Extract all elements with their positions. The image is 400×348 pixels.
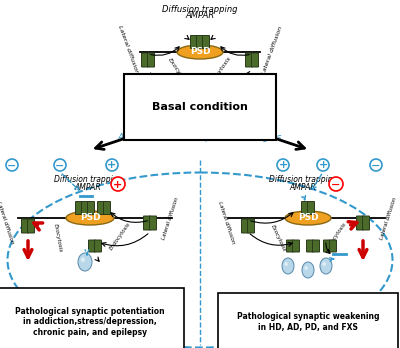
FancyBboxPatch shape [88,240,96,252]
FancyBboxPatch shape [302,201,308,214]
Circle shape [329,177,343,191]
Text: Lateral diffusion: Lateral diffusion [217,201,235,245]
Text: Lateral diffusion: Lateral diffusion [0,201,14,245]
Text: Endocytosis: Endocytosis [207,55,233,89]
FancyBboxPatch shape [76,201,82,214]
Text: AMPAR: AMPAR [290,183,316,192]
Text: +: + [107,160,117,171]
Ellipse shape [187,89,201,107]
Ellipse shape [320,258,332,274]
Ellipse shape [302,262,314,278]
FancyBboxPatch shape [202,35,210,48]
Text: +: + [113,180,123,190]
FancyBboxPatch shape [246,53,252,67]
Circle shape [111,177,125,191]
Text: +: + [318,160,328,171]
FancyBboxPatch shape [148,53,154,67]
Circle shape [277,159,289,171]
FancyBboxPatch shape [362,216,370,230]
Text: PSD: PSD [190,47,210,56]
Text: Diffusion trapping: Diffusion trapping [269,175,337,184]
Text: AMPAR-based therapeutic strategies: AMPAR-based therapeutic strategies [118,134,282,142]
Circle shape [317,159,329,171]
Text: −: − [55,160,65,171]
Ellipse shape [190,94,194,98]
Circle shape [370,159,382,171]
Ellipse shape [177,45,223,59]
Circle shape [106,159,118,171]
Ellipse shape [282,258,294,274]
Circle shape [54,159,66,171]
Text: Exocytosis: Exocytosis [53,223,63,253]
FancyBboxPatch shape [204,73,210,87]
Text: Basal condition: Basal condition [152,102,248,112]
FancyBboxPatch shape [104,201,110,214]
Text: Pathological synaptic weakening
in HD, AD, PD, and FXS: Pathological synaptic weakening in HD, A… [237,312,379,332]
Ellipse shape [284,262,288,266]
FancyBboxPatch shape [210,73,216,87]
FancyBboxPatch shape [252,53,258,67]
FancyBboxPatch shape [144,216,150,230]
Text: AMPAR: AMPAR [75,183,101,192]
Ellipse shape [322,262,326,266]
Text: PSD: PSD [80,214,100,222]
FancyBboxPatch shape [28,219,34,233]
FancyBboxPatch shape [190,35,198,48]
Ellipse shape [304,266,308,270]
Ellipse shape [208,90,212,94]
FancyBboxPatch shape [94,240,102,252]
Text: Exocytosis: Exocytosis [270,224,286,252]
FancyBboxPatch shape [292,240,300,252]
Text: −: − [371,160,381,171]
FancyBboxPatch shape [150,216,156,230]
Text: Diffusion trapping: Diffusion trapping [162,5,238,14]
FancyBboxPatch shape [22,219,28,233]
Text: Pathological synaptic potentiation
in addiction,stress/depression,
chronic pain,: Pathological synaptic potentiation in ad… [15,307,165,337]
Ellipse shape [66,211,114,225]
Text: Exocytosis: Exocytosis [166,57,190,87]
FancyBboxPatch shape [192,73,198,87]
Text: Endocytosis: Endocytosis [324,221,348,251]
Ellipse shape [81,258,85,262]
FancyBboxPatch shape [330,240,336,252]
FancyBboxPatch shape [242,219,248,233]
FancyBboxPatch shape [186,73,192,87]
Text: +: + [278,160,288,171]
Text: −: − [331,180,341,190]
FancyBboxPatch shape [248,219,254,233]
Ellipse shape [205,86,219,102]
FancyBboxPatch shape [196,35,204,48]
FancyBboxPatch shape [142,53,148,67]
Text: PSD: PSD [298,214,318,222]
FancyBboxPatch shape [98,201,104,214]
Text: Lateral diffusion: Lateral diffusion [161,196,179,240]
FancyBboxPatch shape [306,240,314,252]
FancyBboxPatch shape [82,201,88,214]
FancyBboxPatch shape [308,201,314,214]
FancyBboxPatch shape [356,216,364,230]
FancyBboxPatch shape [286,240,294,252]
Text: AMPAR: AMPAR [185,11,215,20]
Text: Diffusion trapping: Diffusion trapping [54,175,122,184]
FancyBboxPatch shape [312,240,320,252]
FancyBboxPatch shape [88,201,94,214]
Text: Endocytosis: Endocytosis [108,221,132,251]
Ellipse shape [285,211,331,225]
Text: Lateral diffusion: Lateral diffusion [261,25,283,75]
Text: Lateral diffusion: Lateral diffusion [379,196,397,240]
Ellipse shape [78,253,92,271]
FancyBboxPatch shape [324,240,330,252]
Text: Lateral diffusion: Lateral diffusion [117,25,139,75]
Circle shape [6,159,18,171]
Text: −: − [7,160,17,171]
